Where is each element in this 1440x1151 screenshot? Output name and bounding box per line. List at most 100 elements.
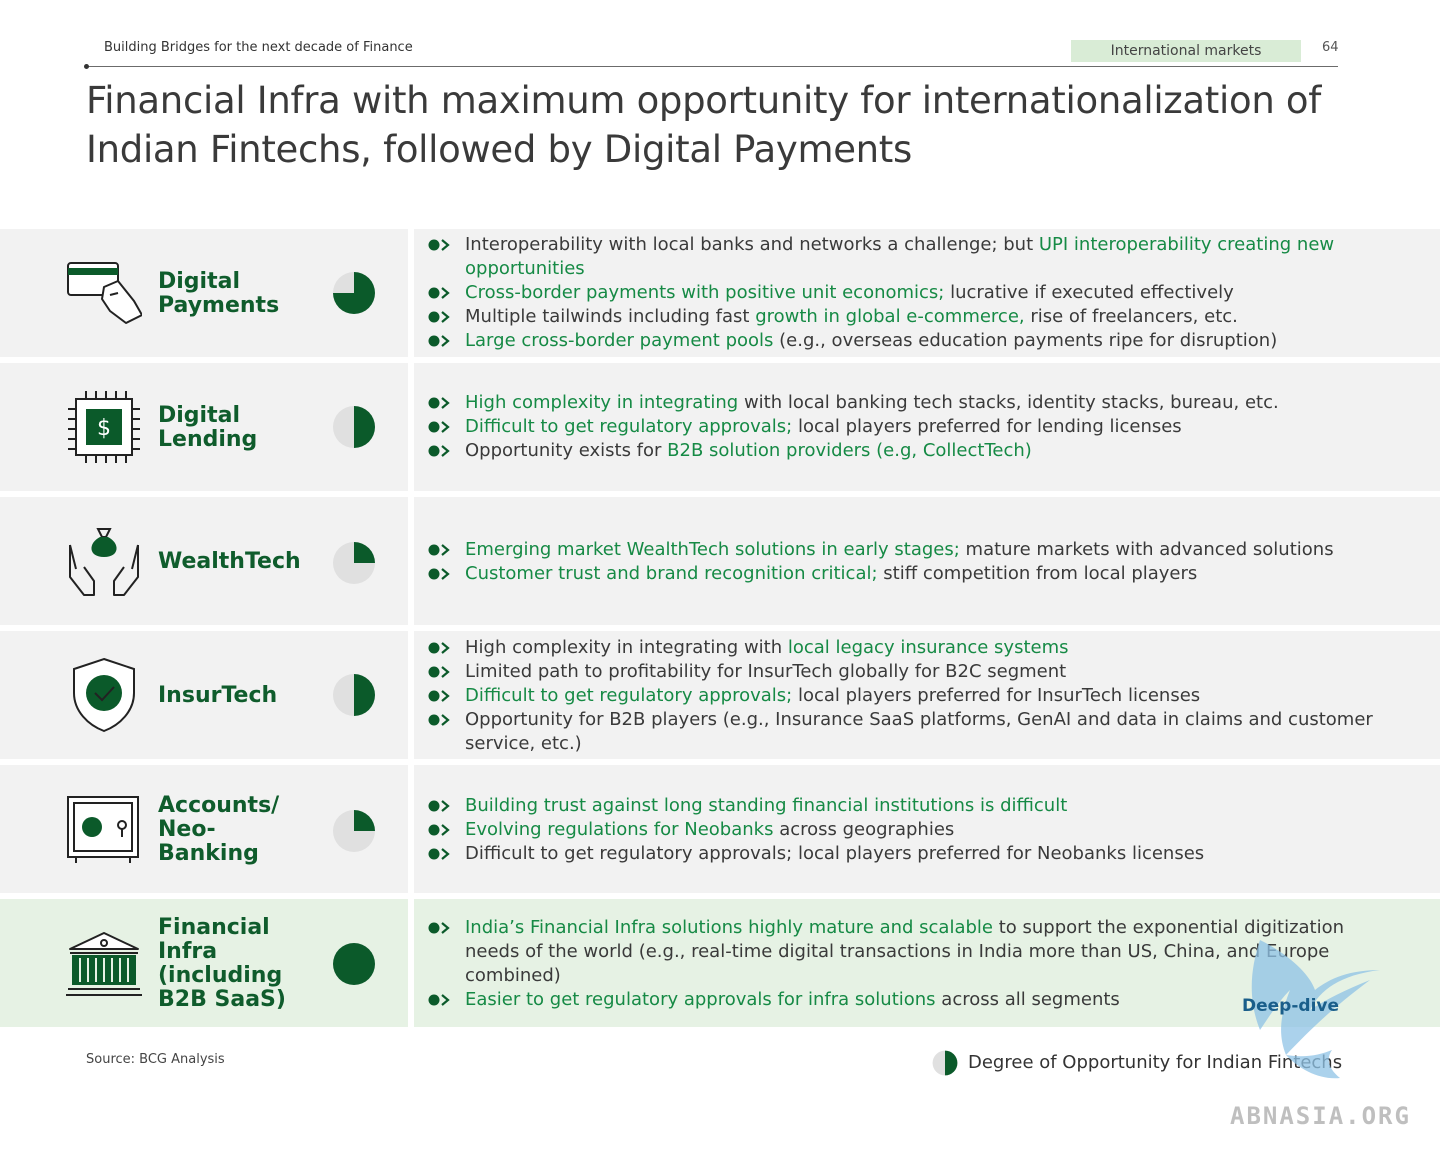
bullet-item: Limited path to profitability for InsurT… [428, 660, 1388, 684]
row-bullets-panel [414, 631, 1440, 759]
bullet-arrow-icon [428, 922, 450, 934]
header-rule [86, 66, 1338, 67]
bullet-arrow-icon [428, 311, 450, 323]
bullet-text: to support the exponential digitization … [465, 917, 1345, 986]
row-bullets-panel [414, 765, 1440, 893]
row-bullets-panel [414, 363, 1440, 491]
opportunity-harvey-ball [333, 674, 375, 716]
bullet-list: High complexity in integrating with loca… [428, 391, 1388, 463]
bullet-item: India’s Financial Infra solutions highly… [428, 916, 1388, 988]
row-label: WealthTech [158, 549, 301, 574]
legend-label: Degree of Opportunity for Indian Fintech… [968, 1052, 1343, 1073]
bullet-highlight-text: Evolving regulations for Neobanks [465, 819, 774, 840]
bullet-item: Opportunity exists for B2B solution prov… [428, 439, 1388, 463]
opportunity-harvey-ball [333, 810, 375, 852]
bullet-highlight-text: India’s Financial Infra solutions highly… [465, 917, 993, 938]
bullet-item: Evolving regulations for Neobanks across… [428, 818, 1388, 842]
bullet-item: Easier to get regulatory approvals for i… [428, 988, 1388, 1012]
deep-dive-link[interactable]: Deep-dive [1242, 996, 1340, 1016]
bullet-highlight-text: High complexity in integrating [465, 392, 739, 413]
bullet-item: High complexity in integrating with loca… [428, 636, 1388, 660]
opportunity-harvey-ball [333, 406, 375, 448]
bullet-highlight-text: Customer trust and brand recognition cri… [465, 563, 878, 584]
page-title: Financial Infra with maximum opportunity… [86, 76, 1366, 174]
bank-building-icon [66, 932, 142, 996]
bullet-arrow-icon [428, 445, 450, 457]
row-label: Digital Lending [158, 403, 258, 452]
bullet-text: Limited path to profitability for InsurT… [465, 661, 1067, 682]
safe-vault-icon [67, 796, 139, 863]
bullet-highlight-text: Cross-border payments with positive unit… [465, 282, 945, 303]
bullet-highlight-text: Large cross-border payment pools [465, 330, 774, 351]
bullet-item: Difficult to get regulatory approvals; l… [428, 415, 1388, 439]
bullet-arrow-icon [428, 666, 450, 678]
bullet-item: Difficult to get regulatory approvals; l… [428, 684, 1388, 708]
bullet-list: Building trust against long standing fin… [428, 794, 1388, 866]
shield-check-icon [73, 657, 135, 733]
bullet-arrow-icon [428, 568, 450, 580]
bullet-arrow-icon [428, 544, 450, 556]
bullet-highlight-text: growth in global e-commerce, [755, 306, 1025, 327]
harvey-fill [945, 1050, 958, 1076]
row-label: Digital Payments [158, 269, 280, 318]
bullet-item: Customer trust and brand recognition cri… [428, 562, 1388, 586]
row-bullets-panel [414, 497, 1440, 625]
bullet-text: Interoperability with local banks and ne… [465, 234, 1039, 255]
bullet-text: Multiple tailwinds including fast [465, 306, 756, 327]
bullet-arrow-icon [428, 239, 450, 251]
bullet-arrow-icon [428, 994, 450, 1006]
row-bullets-panel [414, 229, 1440, 357]
harvey-fill [354, 810, 375, 831]
bullet-text: mature markets with advanced solutions [959, 539, 1334, 560]
bullet-list: Emerging market WealthTech solutions in … [428, 538, 1388, 586]
segment-row-wealthtech: WealthTech Emerging market WealthTech so… [0, 497, 1440, 625]
bullet-item: Cross-border payments with positive unit… [428, 281, 1388, 305]
bullet-highlight-text: UPI interoperability creating new opport… [465, 234, 1335, 279]
opportunity-harvey-ball [333, 542, 375, 584]
row-label: Financial Infra (including B2B SaaS) [158, 915, 286, 1012]
source-note: Source: BCG Analysis [86, 1052, 225, 1067]
bullet-highlight-text: Difficult to get regulatory approvals; [465, 685, 793, 706]
bullet-highlight-text: local legacy insurance systems [787, 637, 1069, 658]
segment-row-neobanking: Accounts/ Neo- Banking Building trust ag… [0, 765, 1440, 893]
bird-logo-icon [1251, 940, 1380, 1079]
bullet-text: across all segments [935, 989, 1120, 1010]
bullet-highlight-text: Building trust against long standing fin… [465, 795, 1068, 816]
harvey-fill [333, 272, 375, 314]
bullet-item: Interoperability with local banks and ne… [428, 233, 1388, 281]
header-rule-dot [84, 64, 89, 69]
bullet-text: (e.g., overseas education payments ripe … [773, 330, 1278, 351]
harvey-fill [354, 542, 375, 563]
opportunity-harvey-ball [333, 272, 375, 314]
legend-harvey-ball-icon [932, 1050, 958, 1076]
segment-row-digital-payments: Digital Payments Interoperability with l… [0, 229, 1440, 357]
segment-row-financial-infra: Financial Infra (including B2B SaaS) Ind… [0, 899, 1440, 1027]
svg-text:$: $ [97, 416, 111, 441]
row-label: Accounts/ Neo- Banking [158, 793, 280, 866]
opportunity-harvey-ball [333, 943, 375, 985]
page-number: 64 [1322, 40, 1339, 55]
bullet-text: lucrative if executed effectively [944, 282, 1234, 303]
bullet-list: India’s Financial Infra solutions highly… [428, 916, 1388, 1012]
section-tag: International markets [1071, 40, 1301, 62]
bullet-text: with local banking tech stacks, identity… [738, 392, 1279, 413]
bullet-arrow-icon [428, 642, 450, 654]
bullet-arrow-icon [428, 421, 450, 433]
bullet-item: High complexity in integrating with loca… [428, 391, 1388, 415]
dollar-chip-icon: $ [68, 391, 140, 463]
bullet-text: local players preferred for InsurTech li… [792, 685, 1201, 706]
bullet-arrow-icon [428, 848, 450, 860]
bullet-arrow-icon [428, 800, 450, 812]
page-title-line-2: Indian Fintechs, followed by Digital Pay… [86, 128, 912, 171]
bullet-arrow-icon [428, 397, 450, 409]
harvey-fill [333, 943, 375, 985]
bullet-item: Building trust against long standing fin… [428, 794, 1388, 818]
page-title-line-1: Financial Infra with maximum opportunity… [86, 79, 1321, 122]
bullet-item: Emerging market WealthTech solutions in … [428, 538, 1388, 562]
bullet-item: Large cross-border payment pools (e.g., … [428, 329, 1388, 353]
bullet-item: Opportunity for B2B players (e.g., Insur… [428, 708, 1388, 756]
bullet-highlight-text: Easier to get regulatory approvals for i… [465, 989, 936, 1010]
bullet-arrow-icon [428, 335, 450, 347]
harvey-fill [354, 406, 375, 448]
bullet-highlight-text: Emerging market WealthTech solutions in … [465, 539, 960, 560]
